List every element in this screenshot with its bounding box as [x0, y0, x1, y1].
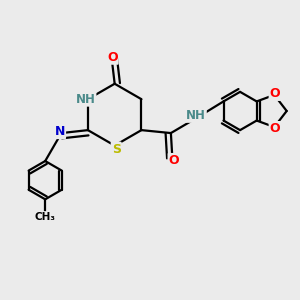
Text: O: O — [270, 122, 280, 135]
Text: NH: NH — [76, 93, 95, 106]
Text: NH: NH — [186, 109, 206, 122]
Text: CH₃: CH₃ — [35, 212, 56, 222]
Text: S: S — [112, 142, 121, 156]
Text: O: O — [107, 51, 118, 64]
Text: N: N — [55, 125, 65, 138]
Text: O: O — [270, 87, 280, 100]
Text: O: O — [169, 154, 179, 167]
